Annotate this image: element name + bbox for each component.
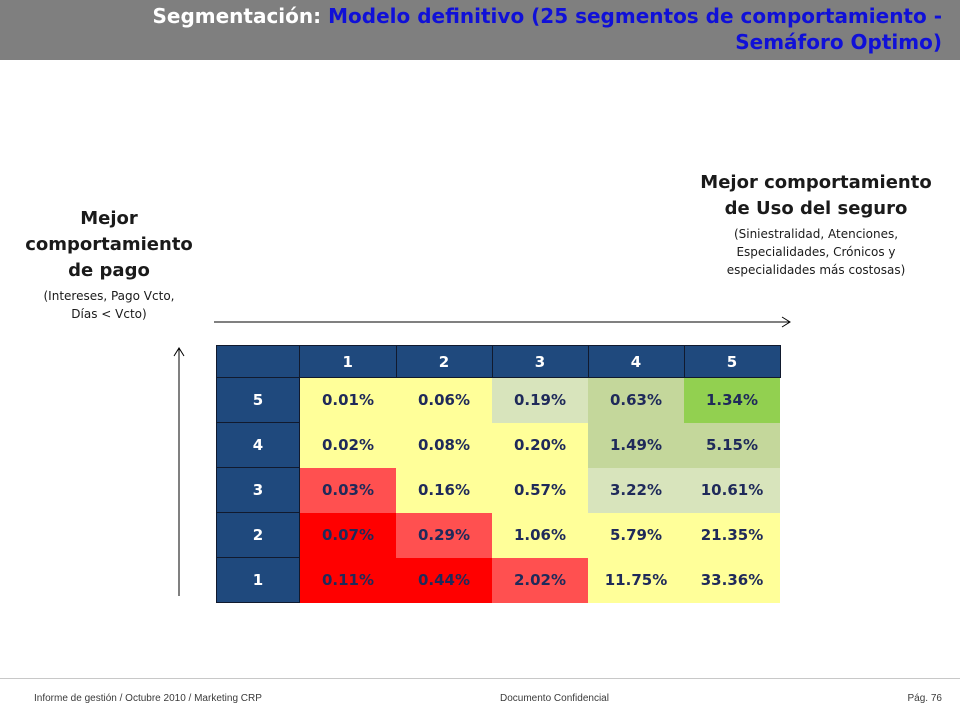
- segment-cell: 0.07%: [299, 512, 396, 558]
- segment-cell: 3.22%: [588, 467, 684, 513]
- horizontal-arrow-icon: [214, 316, 791, 328]
- segment-cell: 0.57%: [492, 467, 588, 513]
- segment-cell: 0.06%: [396, 377, 492, 423]
- title-prefix: Segmentación:: [152, 4, 329, 28]
- segment-cell: 0.11%: [299, 557, 396, 603]
- row-header-4: 4: [216, 422, 300, 468]
- matrix-row: 5 0.01% 0.06% 0.19% 0.63% 1.34%: [216, 377, 780, 423]
- segment-cell: 1.06%: [492, 512, 588, 558]
- payment-behavior-title: Mejor comportamiento de pago: [25, 208, 193, 281]
- slide-header: Segmentación: Modelo definitivo (25 segm…: [0, 0, 960, 60]
- segment-cell: 0.03%: [299, 467, 396, 513]
- segment-cell: 10.61%: [684, 467, 780, 513]
- footer-report-info: Informe de gestión / Octubre 2010 / Mark…: [34, 693, 262, 704]
- column-header-2: 2: [395, 345, 493, 378]
- segment-cell: 0.29%: [396, 512, 492, 558]
- usage-behavior-label: Mejor comportamiento de Uso del seguro (…: [686, 170, 946, 279]
- matrix-row: 1 0.11% 0.44% 2.02% 11.75% 33.36%: [216, 557, 780, 603]
- segment-cell: 0.02%: [299, 422, 396, 468]
- vertical-arrow-icon: [173, 347, 185, 596]
- row-header-1: 1: [216, 557, 300, 603]
- usage-behavior-title: Mejor comportamiento de Uso del seguro: [700, 172, 932, 219]
- slide-title: Segmentación: Modelo definitivo (25 segm…: [82, 3, 942, 55]
- segment-cell: 0.19%: [492, 377, 588, 423]
- usage-behavior-subtitle: (Siniestralidad, Atenciones, Especialida…: [726, 227, 906, 277]
- segment-cell: 11.75%: [588, 557, 684, 603]
- segment-cell: 0.44%: [396, 557, 492, 603]
- matrix-row: 3 0.03% 0.16% 0.57% 3.22% 10.61%: [216, 467, 780, 513]
- footer-divider: [0, 678, 960, 679]
- segment-cell: 0.16%: [396, 467, 492, 513]
- segment-cell: 0.01%: [299, 377, 396, 423]
- matrix-row: 4 0.02% 0.08% 0.20% 1.49% 5.15%: [216, 422, 780, 468]
- segment-cell: 0.63%: [588, 377, 684, 423]
- row-header-5: 5: [216, 377, 300, 423]
- segment-cell: 21.35%: [684, 512, 780, 558]
- title-highlight: Modelo definitivo (25 segmentos de compo…: [328, 4, 942, 54]
- column-header-5: 5: [683, 345, 781, 378]
- segment-cell: 0.20%: [492, 422, 588, 468]
- footer-confidential: Documento Confidencial: [500, 693, 609, 704]
- matrix-row: 2 0.07% 0.29% 1.06% 5.79% 21.35%: [216, 512, 780, 558]
- segment-matrix-table: 1 2 3 4 5 5 0.01% 0.06% 0.19% 0.63% 1.34% 4 0.02% 0.0…: [216, 345, 781, 603]
- segment-cell: 5.15%: [684, 422, 780, 468]
- column-header-3: 3: [491, 345, 589, 378]
- matrix-corner-cell: [216, 345, 300, 378]
- segment-cell: 33.36%: [684, 557, 780, 603]
- segment-cell: 0.08%: [396, 422, 492, 468]
- row-header-2: 2: [216, 512, 300, 558]
- payment-behavior-subtitle: (Intereses, Pago Vcto, Días < Vcto): [43, 289, 175, 321]
- payment-behavior-label: Mejor comportamiento de pago (Intereses,…: [14, 206, 204, 323]
- column-header-4: 4: [587, 345, 685, 378]
- segment-cell: 5.79%: [588, 512, 684, 558]
- segment-cell: 2.02%: [492, 557, 588, 603]
- segment-cell: 1.34%: [684, 377, 780, 423]
- row-header-3: 3: [216, 467, 300, 513]
- footer-page-number: Pág. 76: [907, 693, 942, 704]
- column-header-1: 1: [299, 345, 397, 378]
- segment-cell: 1.49%: [588, 422, 684, 468]
